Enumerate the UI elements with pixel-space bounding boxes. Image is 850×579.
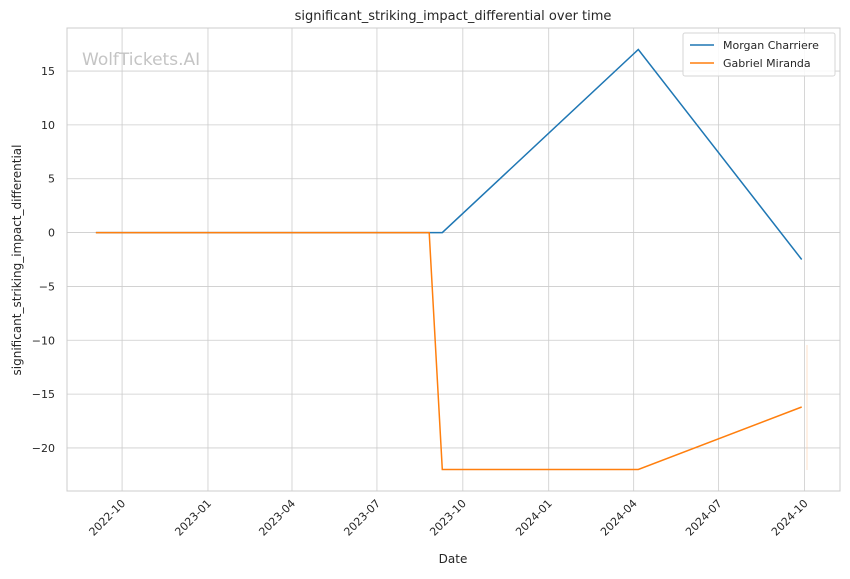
y-tick-label: 15 <box>41 65 55 78</box>
legend-label: Gabriel Miranda <box>723 57 811 70</box>
y-tick-label: 0 <box>48 227 55 240</box>
watermark: WolfTickets.AI <box>82 50 200 70</box>
y-tick-label: −20 <box>32 442 55 455</box>
legend-label: Morgan Charriere <box>723 39 819 52</box>
y-axis-ticks: 15 10 5 0 −5 −10 −15 −20 <box>32 65 55 455</box>
chart-title: significant_striking_impact_differential… <box>295 9 612 24</box>
y-tick-label: 5 <box>48 173 55 186</box>
series-lines <box>95 48 803 471</box>
y-tick-label: 10 <box>41 119 55 132</box>
x-axis-label: Date <box>439 552 468 566</box>
y-tick-label: −10 <box>32 334 55 347</box>
plot-frame <box>66 27 841 492</box>
y-tick-label: −15 <box>32 388 55 401</box>
legend-box <box>682 32 836 77</box>
legend: Morgan Charriere Gabriel Miranda <box>682 32 836 77</box>
series-line-2 <box>95 231 802 471</box>
grid <box>67 28 840 491</box>
y-tick-label: −5 <box>39 280 55 293</box>
y-axis-label: significant_striking_impact_differential <box>10 145 24 376</box>
